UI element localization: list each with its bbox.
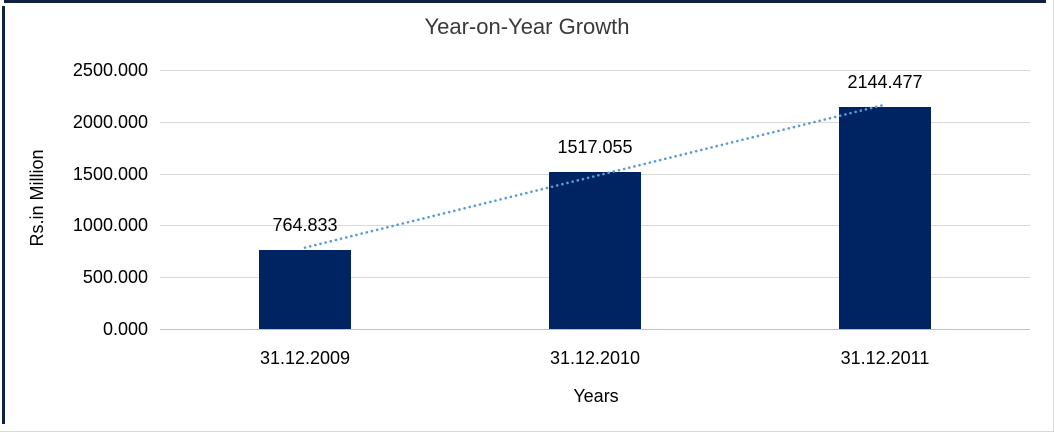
bar-data-label: 764.833 (272, 214, 338, 235)
bar-data-label: 1517.055 (557, 136, 633, 157)
y-tick-label: 2000.000 (72, 111, 148, 132)
bar (839, 106, 931, 329)
y-tick-label: 0.000 (102, 319, 148, 339)
y-tick-label: 2500.000 (72, 60, 148, 80)
y-tick-label: 1000.000 (72, 215, 148, 236)
frame-border-top (4, 0, 1046, 3)
gridline (160, 70, 1030, 71)
x-category-label: 31.12.2011 (840, 348, 930, 368)
x-axis-line (160, 329, 1030, 330)
y-tick-label: 1500.000 (72, 163, 148, 184)
x-category-label: 31.12.2009 (259, 348, 351, 368)
x-axis-title: Years (573, 386, 619, 406)
x-category-label: 31.12.2010 (549, 348, 641, 368)
chart-title: Year-on-Year Growth (424, 14, 630, 39)
y-tick-label: 500.000 (82, 267, 148, 288)
y-axis-title: Rs.in Million (27, 149, 47, 247)
bar-data-label: 2144.477 (847, 71, 923, 92)
frame-border-left (2, 6, 5, 424)
bar (259, 249, 351, 329)
bar (549, 171, 641, 329)
